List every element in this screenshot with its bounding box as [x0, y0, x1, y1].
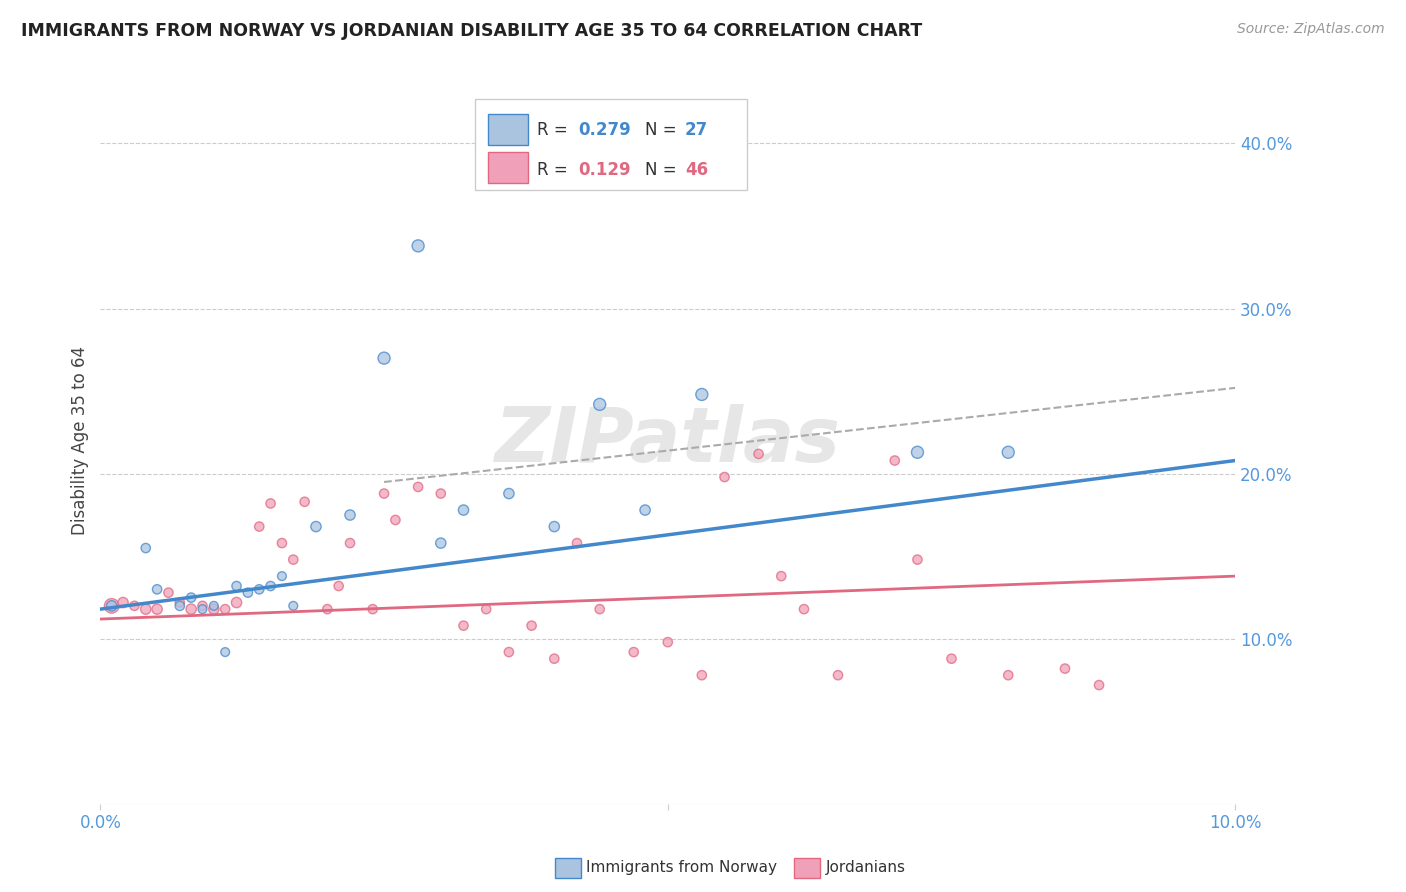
Point [191, 599, 214, 613]
Point [589, 397, 612, 411]
Point [453, 503, 475, 517]
Point [997, 445, 1019, 459]
Point [259, 496, 281, 510]
Point [498, 486, 520, 500]
Point [907, 445, 929, 459]
Point [1053, 662, 1076, 676]
Point [146, 582, 169, 597]
Point [543, 651, 565, 665]
Text: N =: N = [645, 120, 682, 139]
Text: ZIPatlas: ZIPatlas [495, 404, 841, 478]
Point [565, 536, 588, 550]
Point [406, 239, 429, 253]
Point [634, 503, 657, 517]
Point [305, 519, 328, 533]
Point [157, 585, 180, 599]
Point [690, 668, 713, 682]
Point [169, 599, 191, 613]
Point [339, 536, 361, 550]
Text: R =: R = [537, 120, 574, 139]
Point [373, 351, 395, 366]
Point [498, 645, 520, 659]
Point [169, 595, 191, 609]
Point [225, 579, 247, 593]
Point [589, 602, 612, 616]
Point [384, 513, 406, 527]
Point [827, 668, 849, 682]
Text: Immigrants from Norway: Immigrants from Norway [586, 861, 778, 875]
Text: Source: ZipAtlas.com: Source: ZipAtlas.com [1237, 22, 1385, 37]
Point [406, 480, 429, 494]
Point [623, 645, 645, 659]
Point [941, 651, 963, 665]
Point [180, 602, 202, 616]
Point [283, 599, 305, 613]
Point [294, 495, 316, 509]
Point [713, 470, 735, 484]
Point [770, 569, 793, 583]
Point [271, 536, 294, 550]
Point [475, 602, 498, 616]
Text: 27: 27 [685, 120, 709, 139]
Point [271, 569, 294, 583]
Point [430, 486, 453, 500]
Text: N =: N = [645, 161, 682, 178]
Point [247, 519, 270, 533]
Point [135, 602, 157, 616]
Point [236, 585, 259, 599]
Point [316, 602, 339, 616]
Point [135, 541, 157, 555]
FancyBboxPatch shape [488, 114, 529, 145]
Point [225, 595, 247, 609]
Text: 46: 46 [685, 161, 709, 178]
Point [124, 599, 146, 613]
Text: 0.129: 0.129 [578, 161, 631, 178]
Text: 0.279: 0.279 [578, 120, 631, 139]
Point [214, 645, 236, 659]
Point [191, 602, 214, 616]
Text: Jordanians: Jordanians [825, 861, 905, 875]
FancyBboxPatch shape [475, 99, 747, 190]
Point [793, 602, 815, 616]
Point [907, 552, 929, 566]
Point [100, 599, 122, 613]
FancyBboxPatch shape [488, 152, 529, 183]
Point [146, 602, 169, 616]
Text: R =: R = [537, 161, 574, 178]
Point [748, 447, 770, 461]
Point [373, 486, 395, 500]
Point [1088, 678, 1111, 692]
Point [202, 602, 225, 616]
Point [247, 582, 270, 597]
Text: IMMIGRANTS FROM NORWAY VS JORDANIAN DISABILITY AGE 35 TO 64 CORRELATION CHART: IMMIGRANTS FROM NORWAY VS JORDANIAN DISA… [21, 22, 922, 40]
Point [690, 387, 713, 401]
Point [328, 579, 350, 593]
Point [259, 579, 281, 593]
Y-axis label: Disability Age 35 to 64: Disability Age 35 to 64 [72, 346, 89, 535]
Point [339, 508, 361, 522]
Point [520, 618, 543, 632]
Point [180, 591, 202, 605]
Point [883, 453, 905, 467]
Point [543, 519, 565, 533]
Point [202, 599, 225, 613]
Point [100, 599, 122, 613]
Point [453, 618, 475, 632]
Point [112, 595, 135, 609]
Point [997, 668, 1019, 682]
Point [283, 552, 305, 566]
Point [657, 635, 679, 649]
Point [361, 602, 384, 616]
Point [430, 536, 453, 550]
Point [214, 602, 236, 616]
